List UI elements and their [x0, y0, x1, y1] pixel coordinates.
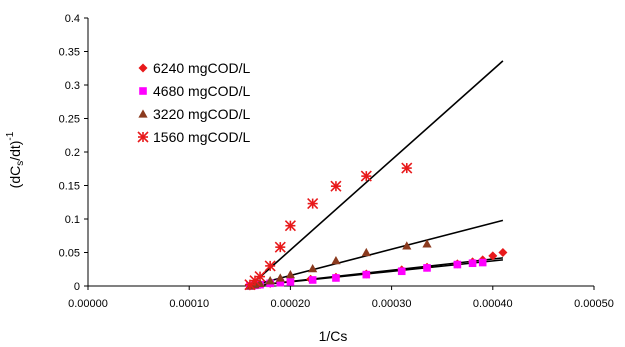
- data-point-asterisk: [264, 260, 276, 272]
- data-point-diamond: [488, 251, 498, 261]
- y-tick-label: 0.25: [59, 114, 80, 126]
- y-axis-title-mid: /dt): [7, 141, 23, 161]
- data-point-triangle: [285, 270, 295, 279]
- y-tick-label: 0.15: [59, 181, 80, 193]
- data-point-square: [276, 278, 285, 287]
- data-point-triangle: [265, 276, 275, 285]
- y-tick-label: 0.1: [65, 214, 80, 226]
- data-point-triangle: [422, 239, 432, 248]
- data-markers: [244, 162, 508, 291]
- data-point-square: [286, 278, 295, 286]
- data-point-square: [308, 276, 317, 284]
- y-tick-labels: 0 0.05 0.1 0.15 0.2 0.25 0.3 0.35 0.4: [59, 13, 80, 293]
- y-tick-label: 0.2: [65, 147, 80, 159]
- y-tick-label: 0: [74, 281, 80, 293]
- legend: 6240 mgCOD/L 4680 mgCOD/L 3220 mgCOD/L 1560…: [137, 60, 250, 145]
- data-point-square: [423, 264, 431, 272]
- data-point-triangle: [275, 273, 285, 282]
- data-point-asterisk: [137, 131, 149, 143]
- data-point-square: [139, 87, 147, 95]
- legend-label: 1560 mgCOD/L: [153, 129, 250, 145]
- x-tick-labels: 0.00000 0.00010 0.00020 0.00030 0.00040 0.000…: [68, 298, 614, 310]
- x-tick-label: 0.00020: [271, 298, 311, 310]
- legend-label: 4680 mgCOD/L: [153, 83, 250, 99]
- data-point-diamond: [498, 248, 508, 257]
- data-point-asterisk: [360, 170, 372, 182]
- data-point-square: [332, 274, 340, 282]
- data-point-square: [468, 259, 477, 268]
- data-point-asterisk: [254, 271, 266, 283]
- data-point-triangle: [138, 109, 148, 118]
- data-point-square: [478, 258, 487, 267]
- x-tick-label: 0.00050: [574, 298, 614, 310]
- data-point-square: [362, 270, 371, 279]
- fit-line: [249, 60, 504, 287]
- y-tick-label: 0.35: [59, 47, 80, 59]
- legend-label: 3220 mgCOD/L: [153, 106, 250, 122]
- data-point-asterisk: [401, 162, 413, 174]
- data-point-asterisk: [307, 198, 319, 210]
- y-tick-label: 0.3: [65, 80, 80, 92]
- data-point-asterisk: [274, 241, 286, 253]
- data-point-triangle: [308, 263, 318, 273]
- data-point-square: [453, 260, 462, 269]
- x-tick-label: 0.00000: [68, 298, 108, 310]
- x-tick-label: 0.00030: [372, 298, 412, 310]
- y-tick-label: 0.4: [65, 13, 80, 25]
- data-point-triangle: [255, 278, 265, 287]
- y-tick-label: 0.05: [59, 248, 80, 260]
- data-point-triangle: [402, 241, 412, 250]
- x-tick-label: 0.00010: [169, 298, 209, 310]
- y-axis-title-sup: -1: [5, 131, 16, 140]
- data-point-asterisk: [284, 220, 296, 232]
- y-axis-title: (dCs/dt)-1: [5, 131, 26, 188]
- x-axis-title: 1/Cs: [319, 328, 348, 344]
- data-point-triangle: [331, 255, 341, 265]
- data-point-diamond: [138, 63, 148, 73]
- y-axis-title-sub: s: [15, 161, 26, 166]
- x-tick-label: 0.00040: [473, 298, 513, 310]
- data-point-square: [397, 267, 406, 276]
- axes: [84, 17, 595, 290]
- y-axis-title-base: (dC: [7, 166, 23, 189]
- legend-label: 6240 mgCOD/L: [153, 60, 250, 76]
- data-point-asterisk: [330, 180, 342, 192]
- data-point-triangle: [361, 247, 371, 257]
